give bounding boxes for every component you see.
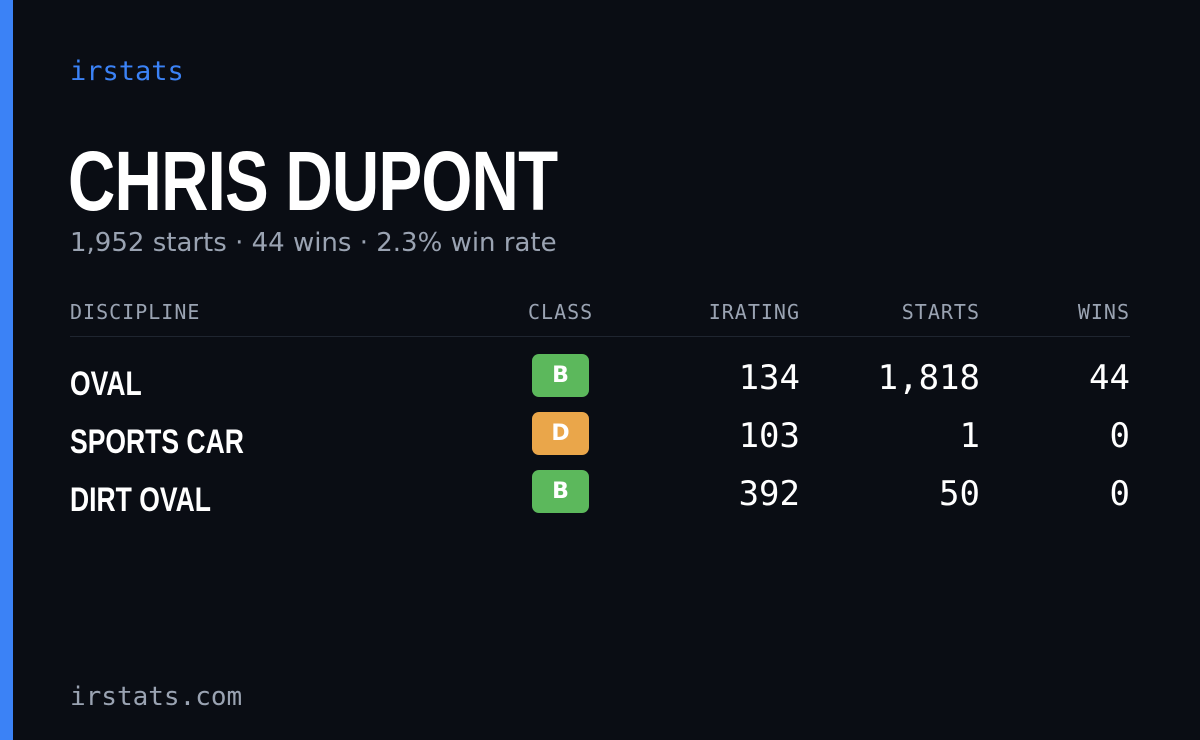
player-summary: 1,952 starts · 44 wins · 2.3% win rate [70,228,557,258]
class-badge: B [532,354,589,397]
header-starts: STARTS [901,300,980,324]
table-row: DIRT OVAL B 392 50 0 [70,466,1130,524]
header-wins: WINS [1077,300,1130,324]
brand-logo-text: irstats [70,56,184,87]
discipline-name: OVAL [70,365,142,403]
header-class: CLASS [528,300,594,324]
header-discipline: DISCIPLINE [70,300,201,324]
irating-value: 103 [738,416,800,456]
discipline-name: DIRT OVAL [70,481,211,519]
starts-value: 1,818 [877,358,980,398]
player-name: CHRIS DUPONT [68,134,558,228]
table-row: OVAL B 134 1,818 44 [70,350,1130,408]
discipline-name: SPORTS CAR [70,423,244,461]
class-badge: B [532,470,589,513]
discipline-table: OVAL B 134 1,818 44 SPORTS CAR D 103 1 0… [70,350,1130,524]
wins-value: 0 [1109,416,1130,456]
table-header: DISCIPLINE CLASS IRATING STARTS WINS [70,300,1130,337]
footer-url[interactable]: irstats.com [70,682,243,712]
header-irating: IRATING [708,300,800,324]
starts-value: 50 [939,474,980,514]
irating-value: 392 [738,474,800,514]
table-row: SPORTS CAR D 103 1 0 [70,408,1130,466]
wins-value: 0 [1109,474,1130,514]
accent-bar [0,0,13,740]
starts-value: 1 [959,416,980,456]
irating-value: 134 [738,358,800,398]
class-badge: D [532,412,589,455]
wins-value: 44 [1089,358,1130,398]
